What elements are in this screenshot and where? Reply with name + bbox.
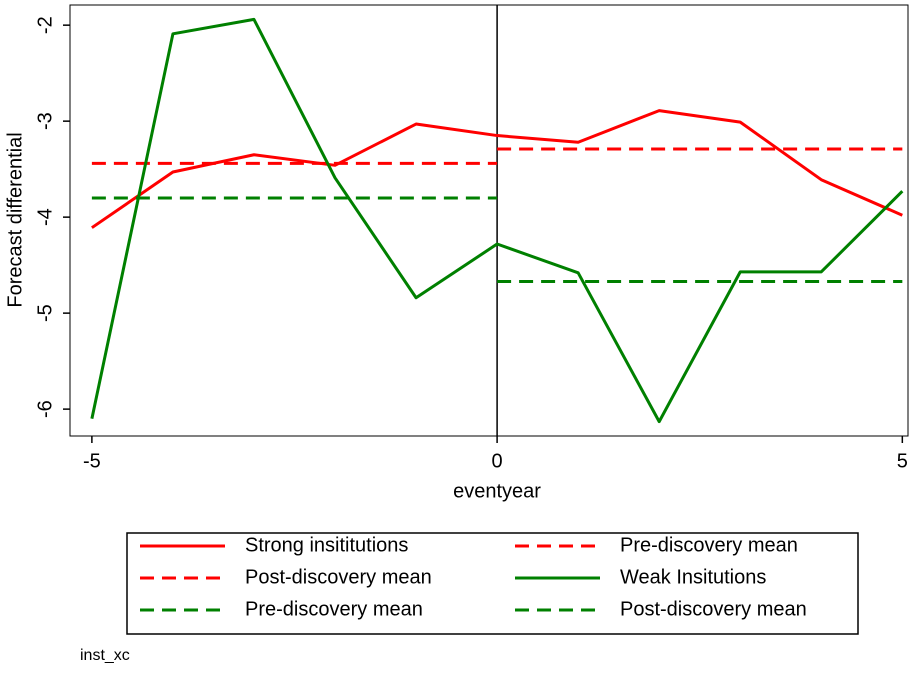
y-axis-label: Forecast differential [4, 132, 26, 307]
x-tick-label: 5 [897, 450, 908, 472]
series-line [91, 109, 903, 229]
legend-label: Post-discovery mean [245, 566, 432, 588]
series-line [90, 17, 904, 424]
y-tick-label: -4 [34, 208, 56, 226]
y-tick-label: -6 [34, 400, 56, 418]
plot-frame [69, 4, 909, 437]
legend-label: Strong insititutions [245, 534, 408, 556]
y-tick-label: -5 [34, 304, 56, 322]
legend-label: Pre-discovery mean [620, 534, 798, 556]
legend-label: Post-discovery mean [620, 598, 807, 620]
legend-box [126, 532, 859, 635]
legend-label: Weak Insitutions [620, 566, 766, 588]
x-axis-label: eventyear [453, 480, 541, 502]
note: inst_xc [80, 647, 130, 664]
y-tick-label: -3 [34, 112, 56, 130]
legend-label: Pre-discovery mean [245, 598, 423, 620]
x-tick-label: -5 [83, 450, 101, 472]
y-tick-label: -2 [34, 16, 56, 34]
x-tick-label: 0 [492, 450, 503, 472]
